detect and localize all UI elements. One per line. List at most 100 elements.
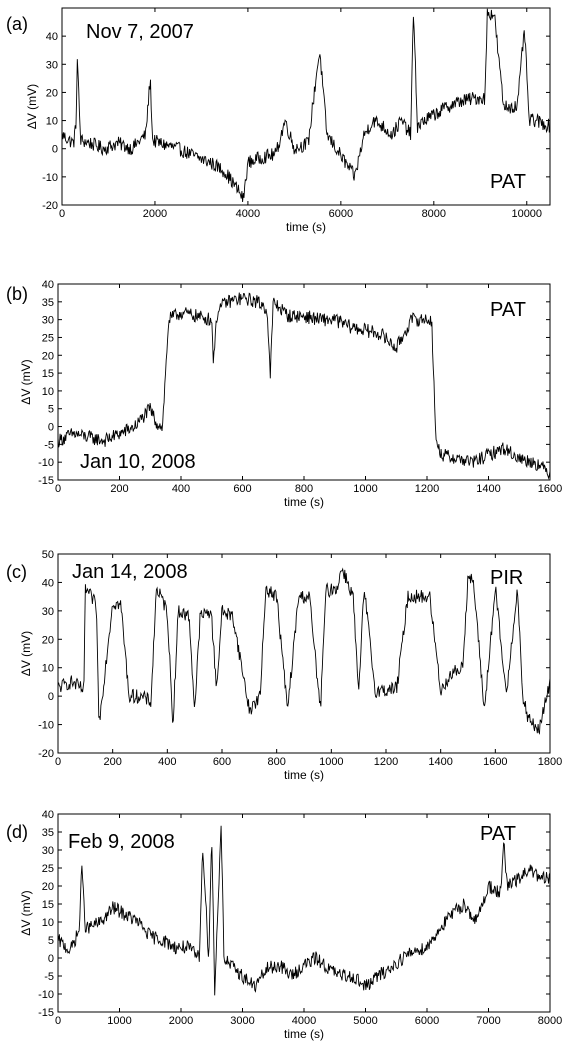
- x-axis-label: time (s): [284, 1027, 324, 1041]
- y-tick-label: 30: [46, 59, 58, 71]
- series-trace: [58, 567, 550, 735]
- x-tick-label: 3000: [230, 1015, 254, 1027]
- x-tick-label: 0: [55, 483, 61, 495]
- x-tick-label: 200: [103, 756, 121, 768]
- y-tick-label: 35: [42, 297, 54, 309]
- date-annotation: Feb 9, 2008: [68, 831, 175, 853]
- y-tick-label: 0: [48, 953, 54, 965]
- y-tick-label: 15: [42, 368, 54, 380]
- y-tick-label: -10: [38, 457, 54, 469]
- x-tick-label: 600: [213, 756, 231, 768]
- x-tick-label: 4000: [236, 208, 260, 220]
- panel-c: 0 200 400 600 800 1000 1200 1400 1600 1800 -20 -10 0…: [6, 549, 562, 782]
- panel-label: (b): [6, 284, 28, 304]
- x-tick-label: 1800: [538, 756, 562, 768]
- y-tick-label: 25: [42, 332, 54, 344]
- series-trace: [62, 8, 550, 203]
- x-tick-label: 7000: [476, 1015, 500, 1027]
- x-tick-label: 400: [172, 483, 190, 495]
- plot-frame: [57, 553, 551, 754]
- y-axis-label: ΔV (mV): [19, 359, 33, 404]
- y-tick-label: -20: [38, 748, 54, 760]
- x-tick-label: 2000: [169, 1015, 193, 1027]
- x-tick-label: 2000: [143, 208, 167, 220]
- x-tick-label: 1200: [415, 483, 439, 495]
- y-tick-label: -20: [42, 200, 58, 212]
- y-axis-label: ΔV (mV): [19, 890, 33, 935]
- condition-tag: PAT: [490, 299, 526, 321]
- y-tick-label: 10: [42, 663, 54, 675]
- y-tick-label: 50: [42, 549, 54, 561]
- y-axis-label: ΔV (mV): [25, 84, 39, 129]
- x-tick-label: 600: [233, 483, 251, 495]
- y-tick-label: 30: [42, 845, 54, 857]
- x-tick-label: 0: [55, 756, 61, 768]
- x-tick-label: 1600: [538, 483, 562, 495]
- x-tick-label: 800: [295, 483, 313, 495]
- condition-tag: PAT: [480, 823, 516, 845]
- x-axis-label: time (s): [284, 495, 324, 509]
- y-tick-label: 10: [46, 116, 58, 128]
- y-axis-label: ΔV (mV): [19, 631, 33, 676]
- x-axis-label: time (s): [286, 220, 326, 234]
- x-tick-label: 5000: [353, 1015, 377, 1027]
- date-annotation: Nov 7, 2007: [86, 21, 194, 43]
- plot-frame: [61, 7, 551, 206]
- x-tick-label: 6000: [415, 1015, 439, 1027]
- x-tick-label: 1200: [374, 756, 398, 768]
- y-tick-label: 30: [42, 315, 54, 327]
- y-tick-label: -15: [38, 1007, 54, 1019]
- panel-label: (c): [6, 562, 27, 582]
- x-tick-label: 1600: [483, 756, 507, 768]
- y-tick-label: 40: [42, 577, 54, 589]
- x-tick-label: 1400: [476, 483, 500, 495]
- y-tick-label: -15: [38, 475, 54, 487]
- y-tick-label: 20: [42, 350, 54, 362]
- y-tick-label: 40: [42, 809, 54, 821]
- y-tick-label: 20: [42, 634, 54, 646]
- y-tick-label: 20: [46, 87, 58, 99]
- x-tick-label: 10000: [511, 208, 542, 220]
- panel-d: 0 1000 2000 3000 4000 5000 6000 7000 8000 -15 -10 -…: [6, 809, 562, 1041]
- x-tick-label: 0: [59, 208, 65, 220]
- y-tick-label: 10: [42, 386, 54, 398]
- date-annotation: Jan 10, 2008: [80, 451, 196, 473]
- series-trace: [58, 292, 550, 480]
- x-tick-label: 0: [55, 1015, 61, 1027]
- y-tick-label: -5: [44, 971, 54, 983]
- y-tick-label: -10: [42, 172, 58, 184]
- x-tick-label: 400: [158, 756, 176, 768]
- y-tick-label: 40: [42, 279, 54, 291]
- y-tick-label: 40: [46, 31, 58, 43]
- y-tick-label: -10: [38, 720, 54, 732]
- y-tick-label: 5: [48, 404, 54, 416]
- y-tick-label: 20: [42, 881, 54, 893]
- y-tick-label: 5: [48, 935, 54, 947]
- condition-tag: PAT: [490, 171, 526, 193]
- panel-b: 0 200 400 600 800 1000 1200 1400 1600 -15 -10 -5 0 5 1…: [6, 279, 562, 509]
- x-tick-label: 8000: [422, 208, 446, 220]
- panel-label: (a): [6, 14, 28, 34]
- y-tick-label: 30: [42, 606, 54, 618]
- y-tick-label: -5: [44, 439, 54, 451]
- y-tick-label: 15: [42, 899, 54, 911]
- x-tick-label: 4000: [292, 1015, 316, 1027]
- y-tick-label: -10: [38, 989, 54, 1001]
- panel-a: 0 2000 4000 6000 8000 10000 -20 -10 0 10 20 30 40 tim…: [6, 7, 551, 234]
- x-tick-label: 6000: [329, 208, 353, 220]
- x-tick-label: 200: [110, 483, 128, 495]
- x-tick-label: 1000: [107, 1015, 131, 1027]
- x-tick-label: 1000: [353, 483, 377, 495]
- series-trace: [58, 825, 550, 996]
- x-tick-label: 8000: [538, 1015, 562, 1027]
- y-tick-label: 0: [48, 422, 54, 434]
- y-tick-label: 0: [48, 691, 54, 703]
- y-tick-label: 0: [52, 144, 58, 156]
- date-annotation: Jan 14, 2008: [72, 561, 188, 583]
- x-axis-label: time (s): [284, 768, 324, 782]
- x-tick-label: 800: [267, 756, 285, 768]
- condition-tag: PIR: [490, 567, 523, 589]
- x-tick-label: 1000: [319, 756, 343, 768]
- x-tick-label: 1400: [428, 756, 452, 768]
